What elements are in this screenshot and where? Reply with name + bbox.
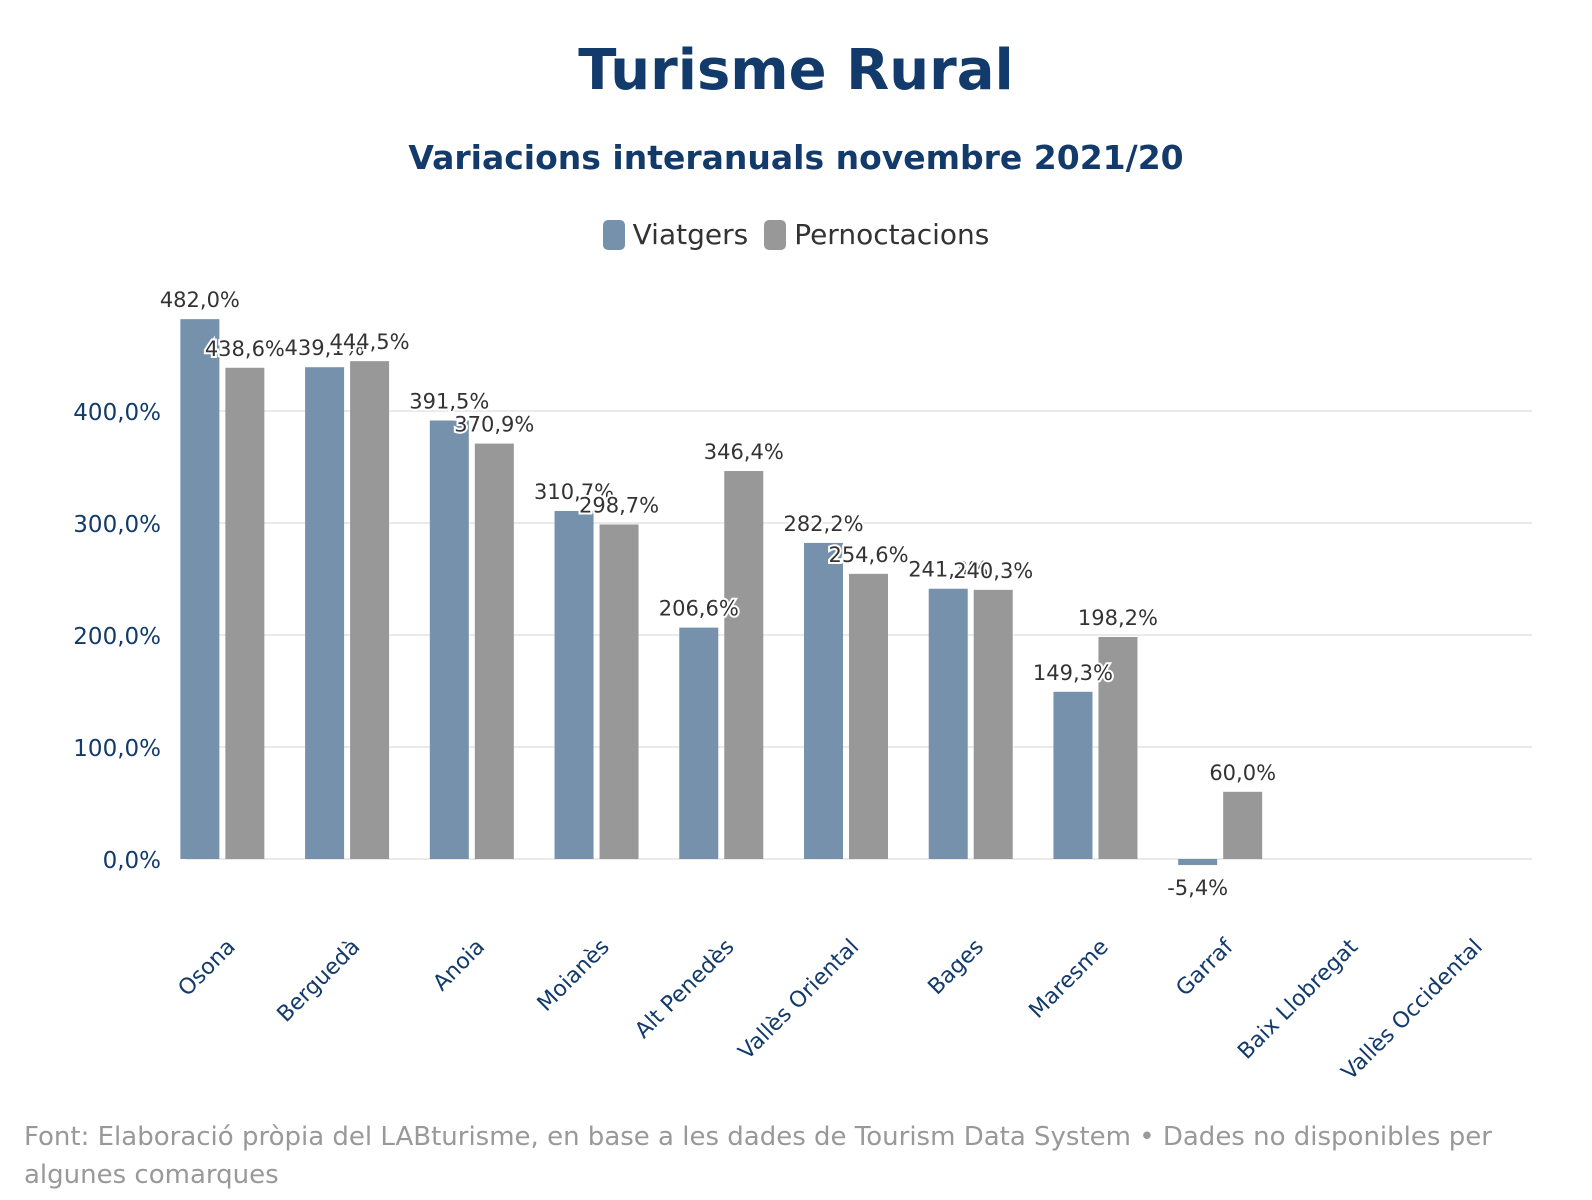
legend-swatch-pernoctacions	[764, 219, 787, 250]
data-label: 482,0%	[160, 288, 240, 312]
bar	[1053, 691, 1093, 859]
legend-swatch-viatgers	[602, 219, 625, 250]
chart-legend: Viatgers Pernoctacions	[0, 218, 1592, 251]
data-label: 206,6%	[659, 597, 739, 621]
data-label: 149,3%	[1033, 661, 1113, 685]
bar	[1223, 791, 1263, 859]
data-label: 439,1%	[285, 336, 365, 360]
y-tick-label: 400,0%	[73, 400, 161, 426]
bar	[554, 511, 594, 859]
bar	[1098, 637, 1138, 859]
x-tick-label: Osona	[174, 935, 241, 1002]
chart-subtitle: Variacions interanuals novembre 2021/20	[408, 138, 1184, 177]
data-label: 254,6%	[828, 543, 908, 567]
bar	[973, 589, 1013, 859]
bar	[180, 319, 220, 859]
bar	[599, 524, 639, 859]
bar	[429, 420, 469, 859]
x-tick-label: Bages	[924, 935, 989, 1000]
y-tick-label: 100,0%	[73, 736, 161, 762]
data-label: 370,9%	[454, 413, 534, 437]
bar	[724, 471, 764, 859]
data-label: 298,7%	[579, 493, 659, 517]
data-label: -5,4%	[1167, 876, 1228, 900]
y-tick-label: 200,0%	[73, 624, 161, 650]
x-tick-label: Berguedà	[273, 935, 366, 1028]
bar	[849, 573, 888, 859]
bar	[679, 627, 719, 859]
data-label: 240,3%	[953, 559, 1033, 583]
data-label: 310,7%	[534, 480, 614, 504]
bar-chart: 0,0% 100,0% 200,0% 300,0% 400,0% 482,0% 438,6%…	[73, 286, 1532, 1086]
x-tick-label: Baix Llobregat	[1233, 934, 1363, 1064]
bar	[804, 542, 843, 859]
x-tick-label: Alt Penedès	[630, 935, 739, 1044]
x-tick-label: Garraf	[1172, 934, 1240, 1002]
bar	[350, 361, 390, 859]
data-label: 346,4%	[704, 440, 784, 464]
x-tick-label: Vallès Occidental	[1337, 935, 1488, 1086]
data-label: 60,0%	[1209, 761, 1276, 785]
bar	[928, 588, 968, 859]
legend-item-pernoctacions[interactable]: Pernoctacions	[764, 218, 989, 251]
y-tick-label: 0,0%	[103, 848, 161, 874]
data-label: 444,5%	[330, 330, 410, 354]
bar	[305, 367, 345, 859]
data-label: 438,6%	[205, 337, 285, 361]
data-label: 241,3%	[908, 558, 988, 582]
x-tick-label: Anoia	[429, 935, 491, 997]
chart-title: Turisme Rural	[578, 38, 1014, 103]
legend-item-viatgers[interactable]: Viatgers	[602, 218, 749, 251]
data-label: 391,5%	[409, 390, 489, 414]
data-label: 198,2%	[1078, 606, 1158, 630]
x-tick-label: Vallès Oriental	[734, 935, 864, 1065]
data-label: 282,2%	[783, 512, 863, 536]
y-tick-label: 300,0%	[73, 512, 161, 538]
bar	[1178, 859, 1218, 866]
legend-label-viatgers: Viatgers	[632, 218, 749, 251]
bar	[474, 443, 514, 859]
source-note: Font: Elaboració pròpia del LABturisme, …	[24, 1122, 1492, 1190]
bar	[225, 367, 265, 859]
legend-label-pernoctacions: Pernoctacions	[794, 218, 990, 251]
x-tick-label: Moianès	[533, 935, 615, 1017]
x-tick-label: Maresme	[1025, 935, 1114, 1024]
